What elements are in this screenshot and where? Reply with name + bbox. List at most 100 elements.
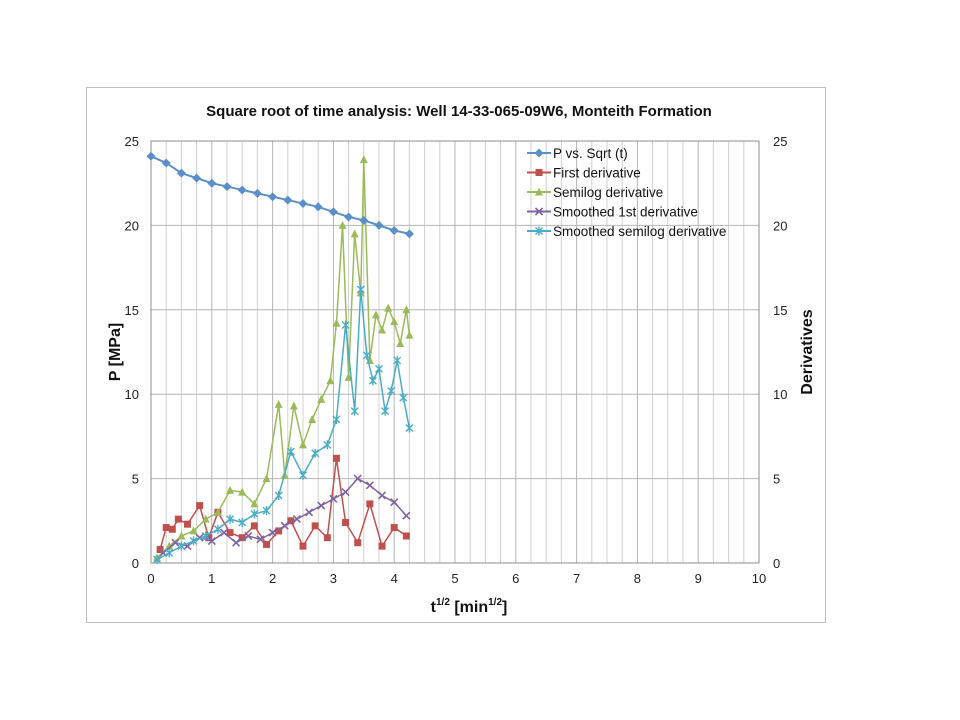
first-derivative-point — [162, 524, 170, 532]
semilog-derivative-point — [390, 317, 399, 326]
smoothed-first-derivative-point — [402, 511, 411, 520]
y-tick-label: 5 — [132, 472, 139, 487]
series-smoothed-semilog-derivative — [153, 285, 414, 565]
first-derivative-point — [275, 527, 283, 535]
y-tick-label: 10 — [125, 387, 139, 402]
semilog-derivative-point — [177, 531, 186, 540]
semilog-derivative-point — [201, 514, 210, 523]
semilog-derivative-point — [396, 339, 405, 348]
smoothed-semilog-derivative-point — [165, 548, 174, 558]
x-tick-label: 7 — [573, 571, 580, 586]
y2-tick-label: 5 — [773, 472, 780, 487]
pressure-point — [374, 220, 384, 230]
smoothed-first-derivative-point — [377, 491, 387, 500]
y2-tick-label: 0 — [773, 556, 780, 571]
semilog-derivative-point — [165, 541, 174, 550]
semilog-derivative-point — [317, 394, 326, 403]
semilog-derivative-point — [250, 499, 259, 508]
y2-tick-label: 25 — [773, 134, 787, 149]
x-tick-label: 4 — [391, 571, 398, 586]
first-derivative-point — [323, 534, 331, 542]
pressure-point — [192, 173, 202, 183]
pressure-point — [313, 202, 323, 212]
x-tick-label: 1 — [208, 571, 215, 586]
smoothed-first-derivative-point — [256, 535, 265, 544]
x-axis-title-unit-sup: 1/2 — [488, 597, 502, 608]
legend: P vs. Sqrt (t) First derivative Semilog de… — [527, 146, 726, 239]
semilog-derivative-point — [262, 474, 271, 483]
legend-label: P vs. Sqrt (t) — [553, 146, 628, 161]
smoothed-first-derivative-line — [162, 477, 407, 554]
x-axis-title-base: t — [431, 599, 437, 616]
semilog-derivative-point — [213, 507, 222, 516]
first-derivative-point — [174, 515, 182, 523]
x-tick-label: 8 — [634, 571, 641, 586]
semilog-derivative-point — [402, 305, 411, 314]
semilog-derivative-point — [308, 415, 317, 424]
legend-item: First derivative — [527, 166, 641, 181]
smoothed-semilog-derivative-point — [375, 364, 383, 374]
y-tick-label: 15 — [125, 303, 139, 318]
smoothed-first-derivative-point — [268, 528, 277, 537]
first-derivative-point — [183, 520, 191, 528]
smoothed-semilog-derivative-point — [311, 448, 320, 458]
x-axis-title-sup: 1/2 — [436, 597, 450, 608]
first-derivative-point — [332, 454, 340, 462]
semilog-derivative-point — [289, 401, 298, 410]
smoothed-first-derivative-point — [244, 531, 253, 541]
smoothed-semilog-derivative-point — [323, 440, 332, 450]
smoothed-semilog-derivative-point — [299, 470, 307, 480]
legend-label: Smoothed 1st derivative — [553, 205, 698, 220]
smoothed-semilog-derivative-point — [350, 406, 359, 416]
smoothed-first-derivative-point — [390, 498, 399, 507]
x-axis-title-close: ] — [502, 599, 507, 616]
smoothed-first-derivative-point — [341, 488, 350, 497]
semilog-derivative-point — [359, 155, 368, 164]
semilog-derivative-point — [299, 440, 307, 449]
legend-item: Semilog derivative — [527, 185, 663, 200]
smoothed-semilog-derivative-point — [399, 393, 408, 403]
smoothed-semilog-derivative-point — [153, 555, 162, 565]
semilog-derivative-point — [226, 485, 235, 494]
series-semilog-derivative — [153, 155, 414, 562]
legend-item: Smoothed 1st derivative — [527, 205, 698, 220]
smoothed-first-derivative-point — [232, 538, 241, 547]
smoothed-semilog-derivative-line — [156, 289, 411, 561]
first-derivative-point — [390, 524, 398, 532]
smoothed-semilog-derivative-point — [387, 386, 396, 396]
semilog-derivative-point — [238, 487, 247, 496]
smoothed-semilog-derivative-point — [341, 320, 350, 330]
pressure-point — [404, 229, 414, 239]
y2-tick-label: 20 — [773, 218, 787, 233]
pressure-point — [359, 215, 369, 225]
semilog-derivative-point — [350, 229, 359, 238]
smoothed-semilog-derivative-point — [362, 350, 371, 360]
smoothed-semilog-derivative-point — [368, 376, 377, 386]
smoothed-first-derivative-point — [317, 501, 326, 510]
first-derivative-point — [366, 500, 374, 508]
pressure-point — [389, 225, 399, 235]
first-derivative-point — [238, 534, 246, 542]
series-pressure — [146, 151, 414, 239]
semilog-derivative-line — [156, 159, 411, 559]
first-derivative-point — [168, 525, 176, 533]
first-derivative-point — [250, 522, 258, 530]
smoothed-semilog-derivative-point — [274, 490, 283, 500]
first-derivative-point — [263, 540, 271, 548]
pressure-point — [268, 192, 278, 202]
legend-swatch-marker — [535, 169, 543, 176]
semilog-derivative-point — [371, 310, 380, 319]
pressure-line — [150, 155, 410, 235]
pressure-point — [222, 182, 232, 192]
x-tick-label: 9 — [695, 571, 702, 586]
pressure-point — [207, 178, 217, 188]
y-axis-title: P [MPa] — [107, 323, 124, 381]
semilog-derivative-point — [405, 330, 414, 339]
pressure-point — [146, 151, 156, 161]
x-axis-title: t1/2 [min1/2] — [431, 597, 508, 616]
first-derivative-point — [287, 517, 295, 525]
first-derivative-point — [378, 542, 386, 550]
x-tick-label: 0 — [147, 571, 154, 586]
tick-labels: 0 1 2 3 4 5 6 7 8 9 10 0 5 10 15 20 25 0 5 10 15 20 25 — [125, 134, 788, 586]
semilog-derivative-point — [332, 318, 341, 327]
